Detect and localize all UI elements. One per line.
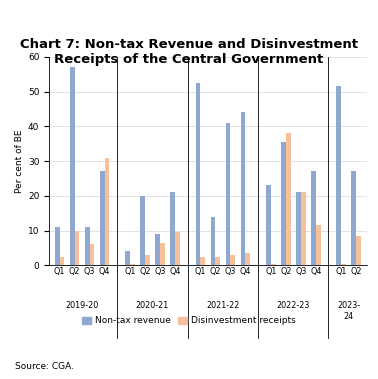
Bar	[125, 251, 130, 265]
Bar	[74, 230, 79, 265]
Bar	[301, 192, 305, 265]
Bar	[266, 185, 271, 265]
Bar	[352, 171, 356, 265]
Bar	[60, 257, 64, 265]
Bar	[160, 243, 165, 265]
Bar	[230, 255, 235, 265]
Bar	[316, 226, 321, 265]
Bar	[226, 123, 230, 265]
Bar	[196, 83, 200, 265]
Bar	[341, 263, 346, 265]
Bar	[145, 255, 150, 265]
Bar	[215, 257, 220, 265]
Bar	[100, 171, 105, 265]
Text: 2021-22: 2021-22	[206, 301, 240, 310]
Text: 2022-23: 2022-23	[277, 301, 310, 310]
Text: Source: CGA.: Source: CGA.	[15, 362, 74, 371]
Bar	[356, 236, 361, 265]
Bar	[286, 133, 291, 265]
Bar	[200, 257, 205, 265]
Bar	[155, 234, 160, 265]
Text: 2023-
24: 2023- 24	[337, 301, 360, 321]
Bar	[175, 232, 180, 265]
Bar	[336, 86, 341, 265]
Bar	[130, 263, 135, 265]
Bar	[90, 244, 94, 265]
Text: Chart 7: Non-tax Revenue and Disinvestment
Receipts of the Central Government: Chart 7: Non-tax Revenue and Disinvestme…	[20, 38, 358, 66]
Bar	[55, 227, 60, 265]
Text: 2019-20: 2019-20	[65, 301, 99, 310]
Bar	[311, 171, 316, 265]
Bar	[296, 192, 301, 265]
Bar	[240, 113, 245, 265]
Bar	[281, 142, 286, 265]
Bar	[271, 263, 276, 265]
Bar	[105, 158, 109, 265]
Bar	[70, 67, 74, 265]
Text: 2020-21: 2020-21	[136, 301, 169, 310]
Bar	[170, 192, 175, 265]
Legend: Non-tax revenue, Disinvestment receipts: Non-tax revenue, Disinvestment receipts	[79, 313, 299, 329]
Bar	[211, 217, 215, 265]
Bar	[245, 253, 250, 265]
Bar	[140, 196, 145, 265]
Bar	[85, 227, 90, 265]
Y-axis label: Per cent of BE: Per cent of BE	[15, 129, 24, 193]
